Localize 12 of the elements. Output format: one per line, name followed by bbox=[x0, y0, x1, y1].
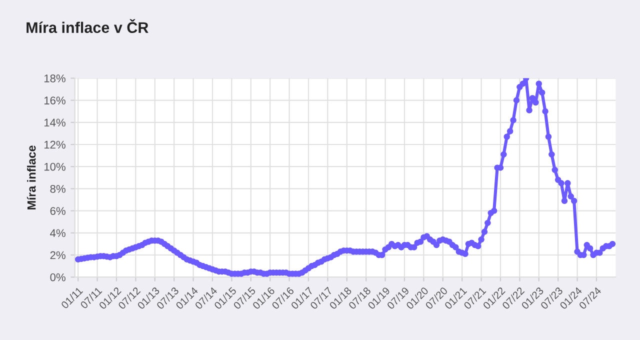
y-tick-label: 6% bbox=[50, 207, 66, 215]
y-tick-label: 0% bbox=[50, 273, 66, 282]
y-tick-label: 8% bbox=[50, 184, 66, 193]
y-tick-label: 4% bbox=[50, 229, 66, 237]
y-tick-label: 2% bbox=[50, 251, 66, 260]
y-axis-title: Míra inflace bbox=[26, 146, 36, 210]
y-tick-label: 14% bbox=[44, 118, 66, 126]
chart-title: Míra inflace v ČR bbox=[26, 19, 148, 33]
y-tick-label: 18% bbox=[44, 74, 66, 82]
y-tick-label: 12% bbox=[44, 140, 66, 149]
y-tick-label: 16% bbox=[44, 96, 66, 104]
y-tick-label: 10% bbox=[44, 162, 66, 171]
